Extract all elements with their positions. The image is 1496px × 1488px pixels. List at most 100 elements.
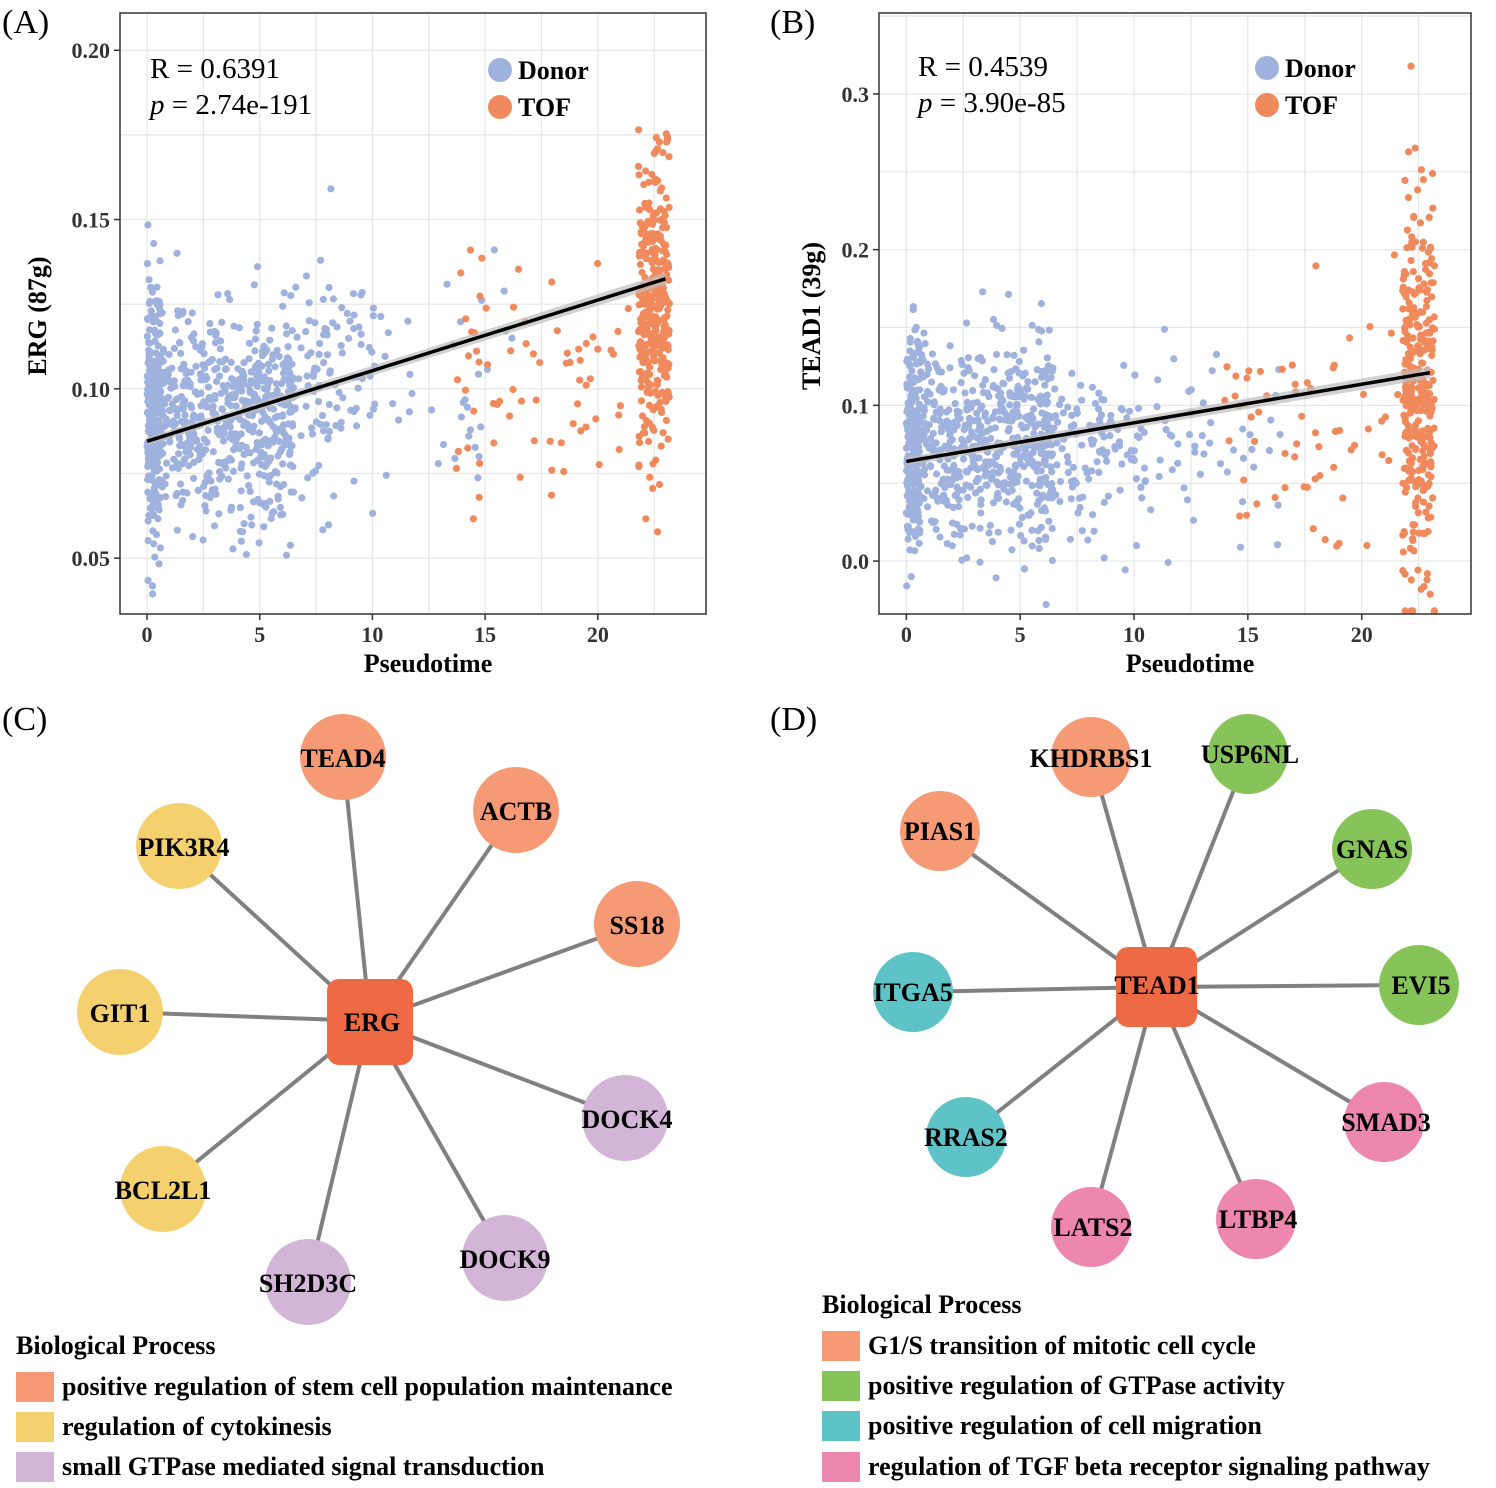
a-tof-point: [616, 402, 625, 410]
a-donor-point: [179, 496, 187, 504]
a-donor-point: [155, 560, 163, 568]
b-tof-point: [1321, 536, 1329, 544]
a-donor-point: [465, 432, 473, 440]
a-x-tick-label: 15: [474, 622, 496, 647]
b-tof-point: [1422, 302, 1431, 311]
a-tof-point: [634, 327, 643, 335]
b-donor-point: [1140, 464, 1149, 472]
a-donor-point: [168, 400, 176, 408]
a-donor-point: [214, 291, 222, 299]
b-donor-point: [934, 497, 942, 505]
b-donor-point: [967, 483, 975, 491]
b-donor-point: [1207, 419, 1215, 427]
b-donor-point: [914, 477, 923, 485]
b-tof-point: [1385, 456, 1393, 465]
b-tof-point: [1427, 473, 1435, 481]
b-donor-point: [992, 452, 1000, 460]
a-donor-point: [350, 325, 358, 333]
a-donor-point: [215, 510, 223, 518]
a-donor-point: [377, 312, 385, 320]
a-donor-point: [150, 490, 158, 498]
b-donor-point: [1276, 430, 1284, 439]
a-tof-point: [476, 459, 484, 467]
a-donor-point: [439, 440, 448, 449]
b-tof-point: [1415, 529, 1423, 537]
b-donor-point: [1138, 494, 1146, 502]
b-donor-point: [987, 475, 995, 483]
b-tof-point: [1428, 255, 1436, 263]
panel-b-y-axis-label: TEAD1 (39g): [797, 242, 826, 390]
b-tof-point: [1430, 424, 1438, 432]
node-ss18-label: SS18: [610, 911, 665, 940]
a-donor-point: [273, 346, 281, 354]
node-rras2-circle: [926, 1097, 1006, 1177]
a-tof-point: [615, 411, 623, 419]
a-donor-point: [163, 394, 171, 402]
b-tof-point: [1410, 304, 1418, 312]
a-tof-point: [548, 278, 556, 286]
b-donor-point: [1250, 463, 1258, 471]
a-donor-point: [302, 272, 310, 280]
b-tof-point: [1421, 484, 1429, 492]
a-donor-point: [246, 449, 254, 457]
a-donor-point: [338, 304, 346, 312]
a-donor-point: [180, 360, 188, 368]
b-tof-point: [1271, 493, 1279, 502]
a-donor-point: [232, 389, 240, 398]
b-donor-point: [949, 503, 957, 511]
b-tof-point: [1424, 514, 1432, 522]
b-x-tick-label: 10: [1123, 622, 1145, 647]
b-donor-point: [1037, 467, 1045, 475]
a-donor-point: [199, 536, 207, 544]
a-donor-point: [253, 320, 261, 328]
a-tof-point: [654, 177, 662, 185]
a-tof-point: [586, 375, 595, 383]
a-donor-point: [326, 369, 334, 377]
a-donor-point: [149, 527, 157, 535]
a-donor-point: [188, 309, 196, 317]
a-donor-point: [271, 413, 280, 422]
a-donor-point: [260, 523, 268, 531]
b-tof-point: [1423, 570, 1431, 578]
b-donor-point: [1174, 459, 1182, 467]
a-tof-point: [529, 350, 538, 358]
a-donor-point: [357, 340, 365, 349]
a-tof-point: [649, 258, 657, 266]
b-tof-point: [1390, 251, 1398, 259]
b-donor-point: [972, 478, 980, 486]
node-pias1: PIAS1: [900, 791, 980, 871]
b-donor-point: [919, 412, 927, 420]
a-tof-point: [635, 171, 643, 179]
b-tof-point: [1412, 427, 1420, 435]
a-donor-point: [245, 482, 253, 490]
a-tof-point: [654, 333, 663, 341]
a-donor-point: [187, 333, 196, 341]
a-donor-point: [218, 318, 226, 326]
a-tof-point: [634, 162, 643, 170]
b-donor-point: [1132, 475, 1140, 483]
a-donor-point: [298, 494, 306, 502]
a-donor-point: [209, 448, 217, 456]
a-donor-point: [170, 344, 178, 352]
a-tof-point: [652, 327, 660, 335]
a-donor-point: [218, 405, 226, 413]
b-donor-point: [915, 400, 924, 408]
hub-erg-box: [327, 979, 413, 1065]
a-tof-point: [509, 385, 517, 394]
b-donor-point: [920, 393, 929, 401]
a-tof-point: [582, 339, 590, 348]
b-donor-point: [969, 454, 977, 462]
b-donor-point: [903, 479, 911, 487]
a-donor-point: [146, 339, 154, 347]
panel-a-p-symbol: p: [148, 89, 165, 121]
b-donor-point: [956, 415, 964, 423]
a-donor-point: [337, 424, 345, 432]
b-donor-point: [1053, 461, 1061, 469]
a-tof-point: [532, 396, 540, 404]
b-donor-point: [917, 368, 925, 376]
b-donor-point: [1085, 475, 1093, 483]
a-donor-point: [285, 363, 293, 372]
a-tof-point: [582, 423, 590, 431]
b-donor-point: [963, 554, 971, 562]
b-donor-point: [1002, 480, 1010, 488]
